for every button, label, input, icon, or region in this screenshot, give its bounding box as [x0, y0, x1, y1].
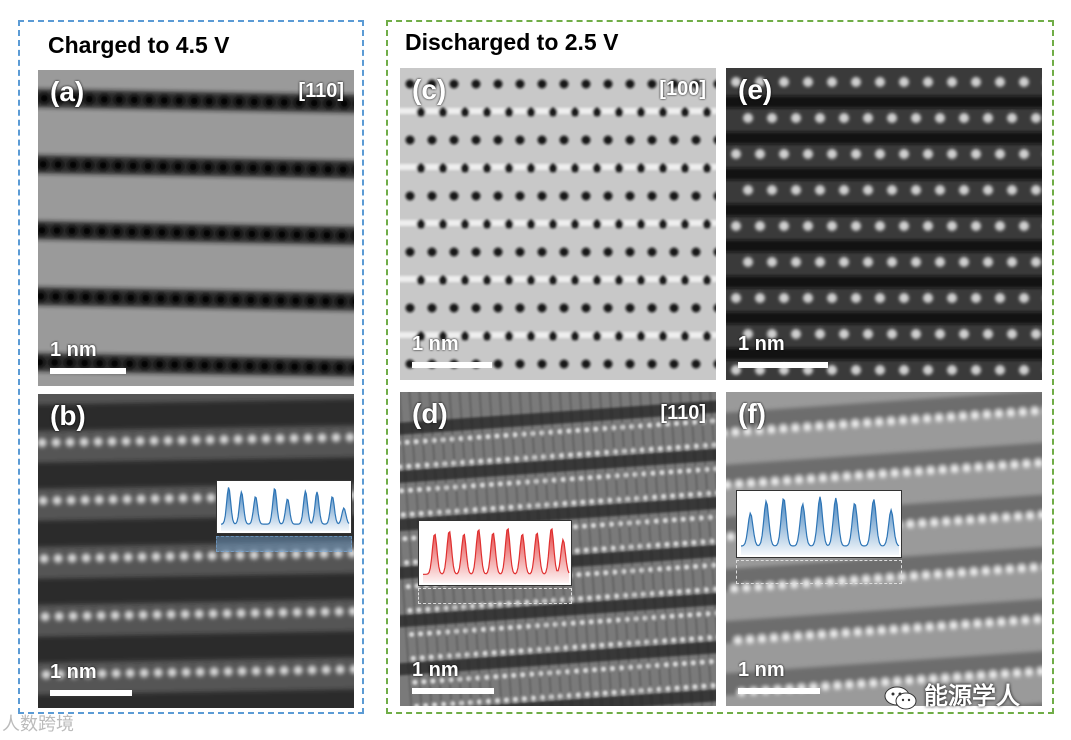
panel-b-scale-label: 1 nm: [50, 661, 97, 683]
panel-f-profile-plot: [740, 496, 900, 555]
panel-c-scale-line: [412, 362, 492, 368]
watermark-left: 人数跨境: [2, 714, 74, 734]
panel-b-micrograph: (b) 1 nm: [38, 394, 354, 708]
discharged-group-frame: [386, 20, 1054, 714]
panel-d-profile-region: [418, 588, 572, 604]
wechat-icon: [884, 686, 917, 710]
panel-f-micrograph: (f) 1 nm: [726, 392, 1042, 706]
panel-a-micrograph: (a) [110] 1 nm: [38, 70, 354, 386]
panel-f-scale-line: [738, 688, 820, 694]
panel-e-lattice-image: [726, 68, 1042, 380]
discharged-group-title: Discharged to 2.5 V: [405, 29, 619, 55]
panel-a-zone-axis: [110]: [298, 80, 344, 102]
panel-b-profile-plot: [220, 487, 350, 531]
panel-c-lattice-image: [400, 68, 716, 380]
panel-b-intensity-profile: [216, 480, 352, 534]
panel-d-label: (d): [412, 398, 448, 429]
panel-a-label: (a): [50, 76, 85, 107]
panel-c-micrograph: (c) [100] 1 nm: [400, 68, 716, 380]
panel-a-scale-label: 1 nm: [50, 339, 97, 361]
panel-b-label: (b): [50, 400, 86, 431]
panel-b-lattice-image: [38, 394, 354, 708]
panel-e-label: (e): [738, 74, 773, 105]
panel-d-micrograph: (d) [110] 1 nm: [400, 392, 716, 706]
panel-d-profile-plot: [423, 527, 570, 583]
panel-d-scale-line: [412, 688, 494, 694]
panel-f-label: (f): [738, 398, 766, 429]
panel-c-label: (c): [412, 74, 447, 105]
watermark-right: 能源学人: [884, 676, 1020, 711]
panel-d-intensity-profile: [418, 520, 572, 586]
panel-f-lattice-image: [726, 392, 1042, 706]
panel-e-scale-label: 1 nm: [738, 333, 785, 355]
panel-d-zone-axis: [110]: [660, 402, 706, 424]
charged-group-frame: [18, 20, 364, 714]
panel-b-profile-region: [216, 536, 352, 552]
panel-c-scale-label: 1 nm: [412, 333, 459, 355]
panel-c-zone-axis: [100]: [659, 78, 706, 100]
panel-a-scale-line: [50, 368, 126, 374]
panel-f-intensity-profile: [736, 490, 902, 558]
panel-e-scale-line: [738, 362, 828, 368]
panel-e-micrograph: (e) 1 nm: [726, 68, 1042, 380]
panel-b-scale-line: [50, 690, 132, 696]
panel-f-scale-label: 1 nm: [738, 659, 785, 681]
panel-d-scale-label: 1 nm: [412, 659, 459, 681]
panel-d-lattice-image: [400, 392, 716, 706]
charged-group-title: Charged to 4.5 V: [48, 32, 230, 58]
panel-f-profile-region: [736, 560, 902, 584]
watermark-right-text: 能源学人: [924, 683, 1020, 710]
